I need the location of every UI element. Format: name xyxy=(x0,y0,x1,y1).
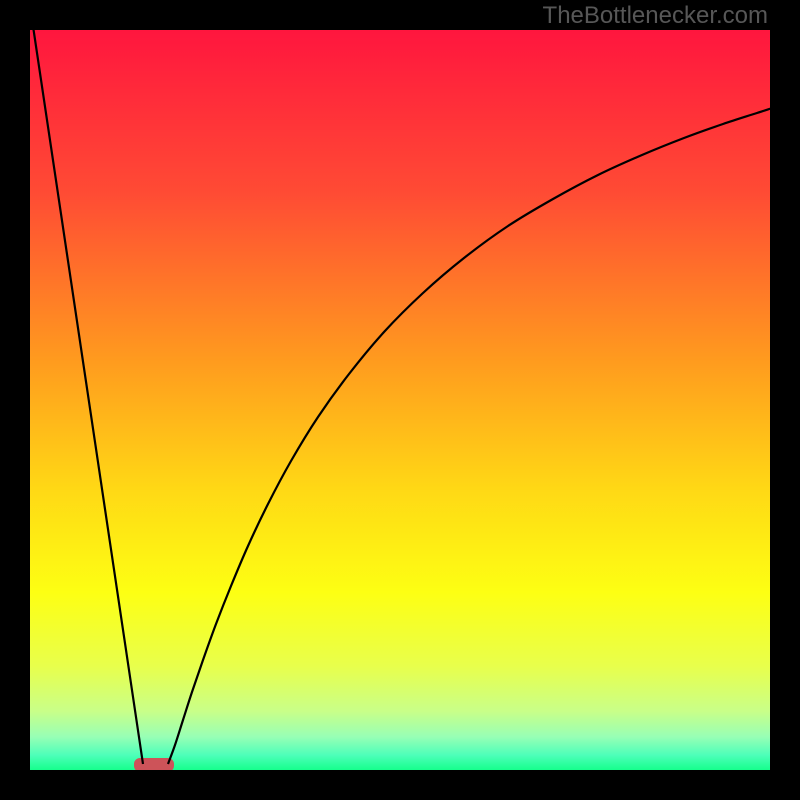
watermark-text: TheBottlenecker.com xyxy=(543,2,768,30)
curve-layer xyxy=(30,30,770,770)
plot-area xyxy=(30,30,770,770)
